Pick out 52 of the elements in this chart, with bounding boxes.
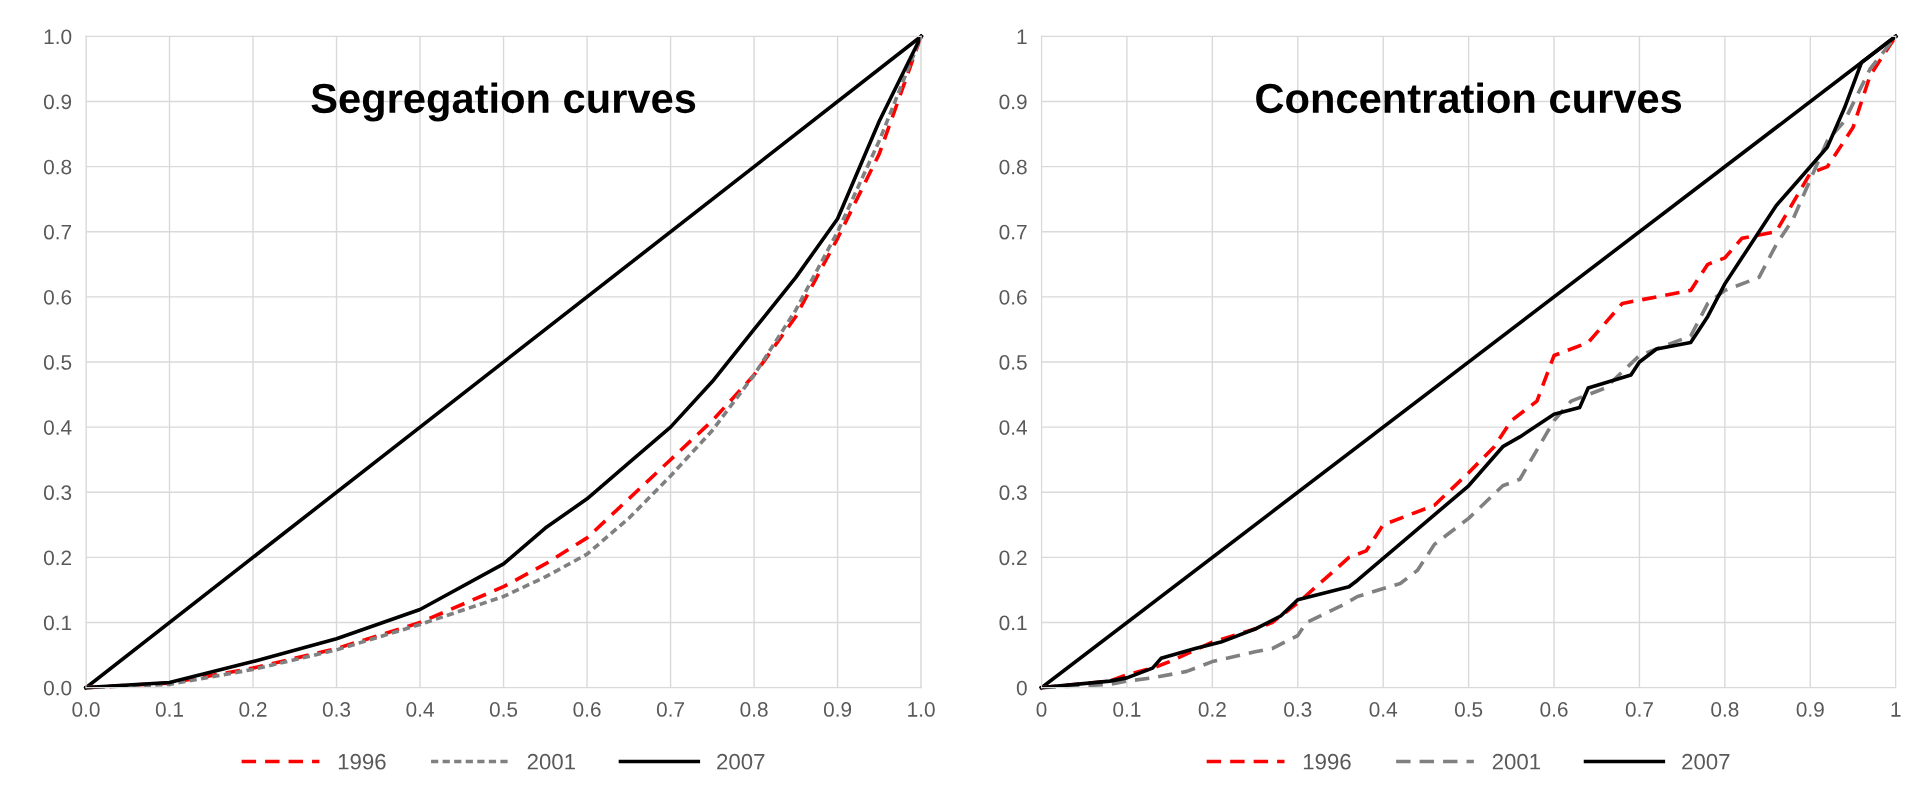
y-tick-label: 0.9 <box>43 94 72 110</box>
legend-label: 2001 <box>1492 753 1541 770</box>
y-tick-label: 0.7 <box>999 224 1027 240</box>
legend-label: 1996 <box>1303 753 1351 770</box>
y-tick-label: 0.0 <box>43 680 72 696</box>
y-tick-label: 0.7 <box>43 224 72 240</box>
y-tick-label: 0.2 <box>43 550 72 566</box>
x-tick-label: 0.4 <box>1369 702 1398 717</box>
y-tick-label: 0.5 <box>43 355 72 370</box>
y-tick-label: 0.3 <box>999 485 1027 501</box>
x-tick-label: 0.1 <box>155 702 183 717</box>
y-tick-label: 0.2 <box>999 550 1027 566</box>
x-tick-label: 0.7 <box>656 702 685 717</box>
legend-label: 2007 <box>1682 753 1730 770</box>
x-tick-label: 0.8 <box>1711 702 1739 717</box>
legend-label: 2007 <box>717 753 765 770</box>
x-tick-label: 0.0 <box>72 702 100 717</box>
x-tick-label: 0 <box>1036 702 1047 717</box>
y-tick-label: 0.8 <box>43 159 72 175</box>
y-tick-label: 0.9 <box>999 94 1027 110</box>
x-tick-label: 0.5 <box>489 702 518 717</box>
y-tick-label: 0.4 <box>999 420 1027 435</box>
y-tick-label: 0.1 <box>999 615 1027 631</box>
y-tick-label: 0.6 <box>999 289 1027 305</box>
y-tick-label: 0.5 <box>999 355 1027 370</box>
y-tick-label: 1.0 <box>44 29 72 45</box>
x-tick-label: 0.3 <box>1284 702 1312 717</box>
x-tick-label: 0.9 <box>1796 702 1824 717</box>
y-tick-label: 0.3 <box>43 485 72 501</box>
x-tick-label: 0.2 <box>1198 702 1226 717</box>
y-tick-label: 0 <box>1016 680 1027 696</box>
y-tick-label: 0.8 <box>999 159 1027 175</box>
x-tick-label: 0.6 <box>1540 702 1568 717</box>
x-tick-label: 0.4 <box>406 702 434 717</box>
legend-label: 2001 <box>527 753 575 770</box>
text: Segregation curves <box>311 82 696 122</box>
y-tick-label: 0.4 <box>43 420 72 435</box>
x-tick-label: 0.3 <box>322 702 351 717</box>
legend-label: 1996 <box>338 753 386 770</box>
x-tick-label: 1.0 <box>908 702 935 717</box>
text: Concentration curves <box>1256 82 1682 114</box>
x-tick-label: 0.6 <box>573 702 601 717</box>
x-tick-label: 0.5 <box>1454 702 1483 717</box>
y-tick-label: 1 <box>1017 29 1027 44</box>
x-tick-label: 0.8 <box>740 702 768 717</box>
x-tick-label: 1 <box>1891 702 1901 717</box>
x-tick-label: 0.1 <box>1113 702 1141 717</box>
y-tick-label: 0.1 <box>43 615 72 631</box>
x-tick-label: 0.7 <box>1625 702 1653 717</box>
x-tick-label: 0.2 <box>239 702 267 717</box>
y-tick-label: 0.6 <box>43 289 72 305</box>
x-tick-label: 0.9 <box>823 702 852 717</box>
